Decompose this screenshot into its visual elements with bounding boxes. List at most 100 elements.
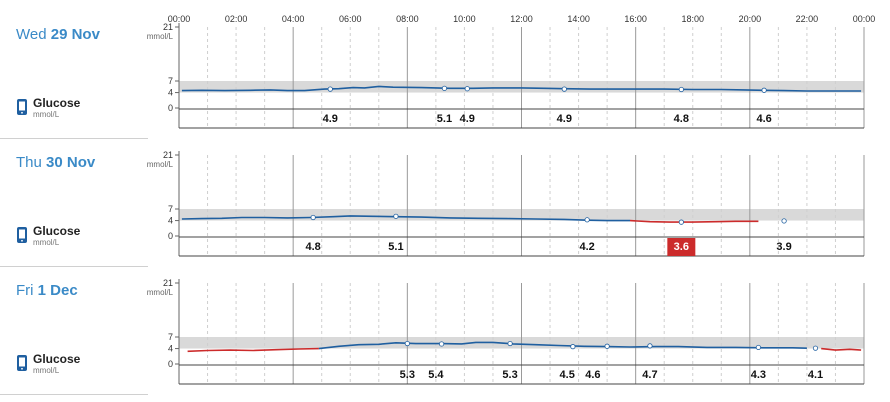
glucose-line	[181, 215, 630, 222]
day-label: Thu 30 Nov	[16, 154, 95, 171]
phone-icon	[17, 227, 27, 243]
y-axis-unit: mmol/L	[147, 288, 174, 297]
time-tick-label: 00:00	[853, 14, 876, 24]
reading-value-label: 4.8	[674, 113, 689, 125]
reading-value-label: 4.5	[560, 369, 575, 381]
sensor-name: Glucose	[33, 352, 81, 366]
reading-marker	[464, 86, 470, 92]
panel-separator	[0, 138, 148, 139]
reading-marker	[441, 85, 448, 91]
day-date: 30 Nov	[46, 154, 96, 171]
reading-value-label: 4.3	[751, 369, 766, 381]
y-tick-label: 4	[168, 88, 173, 98]
time-tick-label: 16:00	[624, 14, 647, 24]
y-axis-unit: mmol/L	[147, 32, 174, 41]
sensor-info: Glucose mmol/L	[16, 224, 156, 254]
reading-value-label: 5.4	[428, 369, 444, 381]
day-panel: Fri 1 Dec Glucose mmol/L 21 7 4 0 mmol/L 5.3 5.4 5…	[0, 256, 890, 395]
day-panel: Wed 29 Nov Glucose mmol/L 21 7 4 0 mmol/L 00:00 0…	[0, 0, 890, 139]
sensor-info: Glucose mmol/L	[16, 96, 156, 126]
day-label: Fri 1 Dec	[16, 282, 78, 299]
reading-value-label: 5.1	[388, 241, 403, 253]
panel-separator	[0, 394, 148, 395]
reading-marker	[812, 345, 819, 351]
time-tick-label: 02:00	[225, 14, 248, 24]
time-tick-label: 22:00	[796, 14, 819, 24]
day-label: Wed 29 Nov	[16, 26, 100, 43]
reading-marker	[570, 344, 576, 350]
reading-marker	[507, 340, 513, 347]
y-tick-label: 4	[168, 216, 173, 226]
sensor-unit: mmol/L	[33, 110, 60, 119]
y-tick-label: 7	[168, 332, 173, 342]
time-tick-label: 14:00	[567, 14, 590, 24]
reading-value-label: 4.6	[756, 113, 771, 125]
reading-value-label: 5.1	[437, 113, 452, 125]
day-date: 1 Dec	[37, 282, 78, 299]
reading-marker	[678, 86, 684, 93]
glucose-chart: 21 7 4 0 mmol/L 5.3 5.4 5.3 4.5 4.6 4.7 4.3 4.1	[147, 278, 865, 385]
sensor-unit: mmol/L	[33, 238, 60, 247]
reading-marker	[678, 219, 684, 225]
reading-marker	[393, 213, 399, 219]
day-panel: Thu 30 Nov Glucose mmol/L 21 7 4 0 mmol/L 4.8 5.1…	[0, 128, 890, 267]
day-name: Fri	[16, 282, 38, 299]
y-tick-label: 0	[168, 359, 173, 369]
glucose-line	[187, 347, 319, 353]
time-tick-label: 08:00	[396, 14, 419, 24]
reading-marker	[310, 214, 316, 221]
reading-value-label: 4.9	[557, 113, 572, 125]
day-name: Thu	[16, 154, 47, 171]
day-name: Wed	[16, 26, 51, 43]
reading-marker	[561, 86, 567, 92]
panel-separator	[0, 266, 148, 267]
y-tick-label: 4	[168, 344, 173, 354]
glucose-line	[629, 219, 759, 223]
reading-marker	[404, 340, 410, 347]
y-tick-label: 0	[168, 103, 173, 113]
sensor-unit: mmol/L	[33, 366, 60, 375]
reading-value-label: 4.9	[323, 113, 338, 125]
glucose-line	[181, 85, 862, 92]
phone-icon	[17, 99, 27, 115]
reading-value-label: 5.3	[502, 369, 517, 381]
sensor-name: Glucose	[33, 96, 81, 110]
y-tick-label: 21	[163, 278, 173, 288]
y-tick-label: 0	[168, 231, 173, 241]
reading-marker	[604, 343, 610, 349]
reading-value-label: 4.9	[460, 113, 475, 125]
y-tick-label: 21	[163, 22, 173, 32]
time-tick-label: 18:00	[681, 14, 704, 24]
time-tick-label: 06:00	[339, 14, 362, 24]
y-tick-label: 7	[168, 204, 173, 214]
glucose-chart: 21 7 4 0 mmol/L 4.8 5.1 4.2 3.6 3.9	[147, 150, 865, 257]
reading-value-label: 4.2	[579, 241, 594, 253]
glucose-line	[318, 341, 807, 350]
reading-value-label: 4.6	[585, 369, 600, 381]
reading-value-label: 3.9	[776, 241, 791, 253]
reading-marker	[584, 217, 590, 223]
reading-value-label: 5.3	[400, 369, 415, 381]
reading-marker	[327, 86, 333, 92]
day-date: 29 Nov	[50, 26, 100, 43]
glucose-line	[821, 347, 862, 351]
y-tick-label: 21	[163, 150, 173, 160]
reading-value-label: 4.7	[642, 369, 657, 381]
reading-value-label: 4.1	[808, 369, 823, 381]
reading-marker	[781, 218, 787, 224]
reading-marker	[761, 87, 767, 93]
low-reading-badge	[667, 238, 696, 256]
reading-marker	[755, 344, 761, 351]
time-tick-label: 20:00	[739, 14, 762, 24]
sensor-name: Glucose	[33, 224, 81, 238]
glucose-chart: 21 7 4 0 mmol/L 00:00 02:00 04:00 06:00 08:00 10:0…	[147, 14, 876, 129]
phone-icon	[17, 355, 27, 371]
y-tick-label: 7	[168, 76, 173, 86]
reading-value-label: 4.8	[305, 241, 320, 253]
reading-value-label: 3.6	[674, 241, 689, 253]
reading-marker	[438, 341, 445, 347]
time-tick-label: 00:00	[168, 14, 191, 24]
time-tick-label: 10:00	[453, 14, 476, 24]
y-axis-unit: mmol/L	[147, 160, 174, 169]
